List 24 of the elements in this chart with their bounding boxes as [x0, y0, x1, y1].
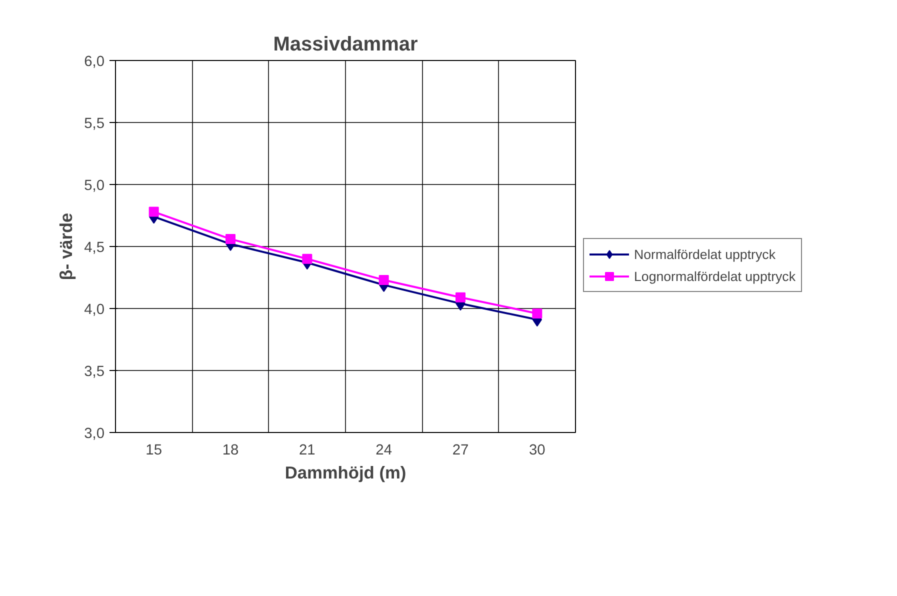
point	[532, 308, 542, 318]
legend-label: Lognormalfördelat upptryck	[634, 268, 796, 284]
point	[456, 292, 466, 302]
x-tick-label: 27	[452, 442, 469, 458]
point	[226, 234, 236, 244]
point	[378, 274, 389, 285]
y-tick-label: 3,0	[84, 426, 104, 442]
y-tick-label: 5,0	[84, 178, 104, 194]
y-tick-label: 6,0	[84, 54, 104, 70]
y-tick-label: 3,5	[84, 364, 104, 380]
x-tick-label: 24	[376, 442, 392, 458]
point	[148, 206, 159, 217]
y-tick-label: 4,5	[84, 240, 104, 256]
y-tick-label: 4,0	[84, 302, 104, 318]
x-axis-title: Dammhöjd (m)	[284, 462, 406, 482]
chart-title: Massivdammar	[273, 34, 418, 56]
x-tick-label: 15	[146, 442, 162, 458]
x-tick-label: 21	[299, 442, 316, 458]
x-tick-label: 18	[222, 442, 239, 458]
point	[302, 254, 312, 264]
y-tick-label: 5,5	[84, 116, 104, 132]
legend-label: Normalfördelat upptryck	[634, 246, 776, 262]
y-axis-title: β- värde	[56, 212, 76, 280]
x-tick-label: 30	[529, 442, 546, 458]
